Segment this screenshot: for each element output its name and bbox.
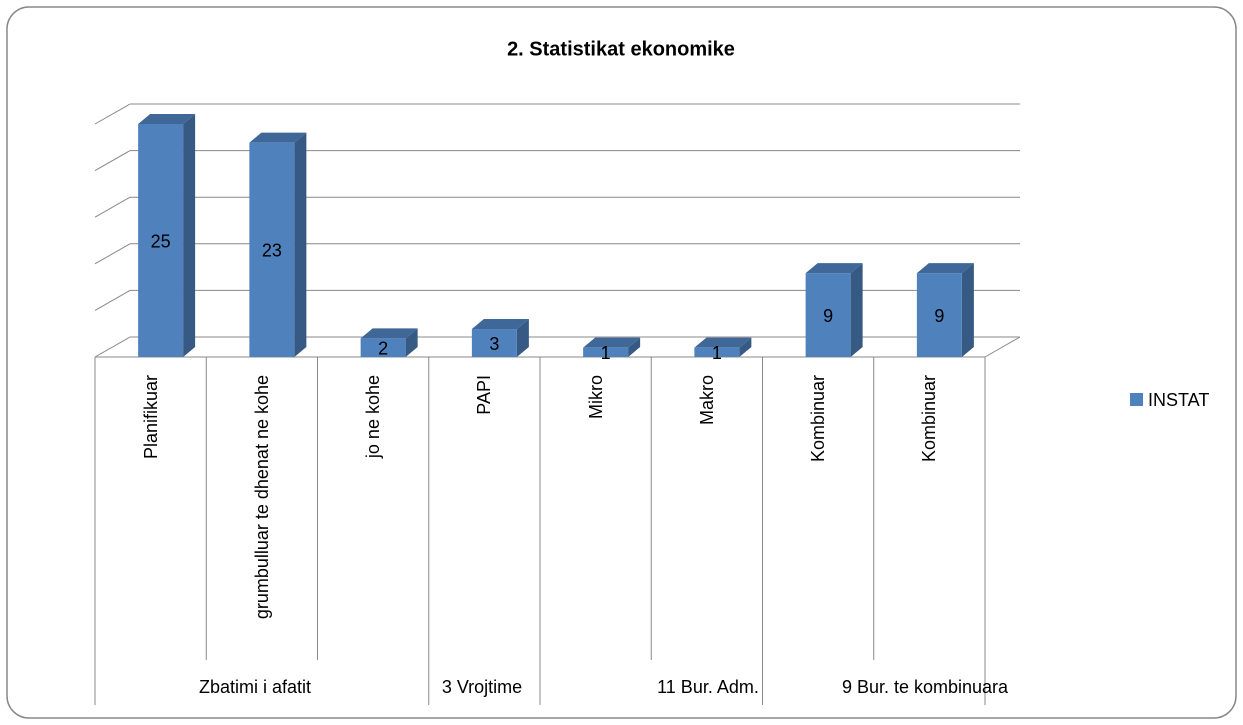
- bar: [583, 347, 629, 357]
- x-tick-text: Mikro: [585, 375, 606, 419]
- data-label: 9: [934, 306, 944, 326]
- x-tick-label: PAPI: [434, 375, 534, 660]
- group-label: Zbatimi i afatit: [199, 677, 311, 697]
- data-label: 9: [823, 306, 833, 326]
- bar-side: [405, 328, 418, 357]
- bar-top: [916, 263, 974, 274]
- x-tick-label: Makro: [657, 375, 757, 660]
- bar: [916, 273, 962, 357]
- legend-label: INSTAT: [1148, 390, 1209, 410]
- bar-top: [694, 337, 752, 348]
- legend-swatch: [1130, 393, 1143, 406]
- data-label: 23: [262, 241, 282, 261]
- side-grid-line: [94, 150, 131, 172]
- bar: [694, 347, 740, 357]
- bar-side: [516, 319, 529, 357]
- x-tick-text: Kombinuar: [807, 375, 828, 463]
- data-label: 1: [712, 343, 722, 363]
- bar-top: [360, 328, 418, 339]
- bar-side: [294, 132, 307, 357]
- data-label: 25: [151, 231, 171, 251]
- x-tick-label: jo ne kohe: [323, 375, 423, 660]
- bar: [471, 329, 517, 357]
- bar-top: [805, 263, 863, 274]
- group-label: 9 Bur. te kombinuara: [842, 677, 1009, 697]
- x-tick-label: Mikro: [546, 375, 646, 660]
- chart-border: [6, 6, 1237, 719]
- bar: [360, 338, 406, 357]
- bar-top: [583, 337, 641, 348]
- bar-side: [628, 337, 641, 357]
- side-grid-line: [94, 243, 131, 265]
- x-tick-text: grumbulluar te dhenat ne kohe: [251, 375, 272, 620]
- x-tick-text: Planifikuar: [140, 375, 161, 460]
- bar-side: [183, 114, 196, 357]
- x-tick-label: Kombinuar: [879, 375, 979, 660]
- bar-side: [961, 263, 974, 357]
- x-tick-label: Kombinuar: [768, 375, 868, 660]
- bar-top: [471, 319, 529, 330]
- bar-side: [739, 337, 752, 357]
- data-label: 1: [601, 343, 611, 363]
- x-tick-text: Makro: [696, 375, 717, 426]
- data-label: 2: [378, 338, 388, 358]
- bar-side: [850, 263, 863, 357]
- x-tick-text: jo ne kohe: [362, 375, 383, 459]
- side-grid-line: [94, 289, 131, 311]
- data-label: 3: [489, 334, 499, 354]
- bar: [805, 273, 851, 357]
- x-tick-text: Kombinuar: [918, 375, 939, 463]
- group-label: 3 Vrojtime: [442, 677, 522, 697]
- side-grid-line: [94, 103, 131, 125]
- bar-top: [249, 132, 307, 143]
- x-tick-text: PAPI: [473, 375, 494, 415]
- chart-title: 2. Statistikat ekonomike: [507, 38, 735, 60]
- group-label: 11 Bur. Adm.: [657, 677, 759, 697]
- side-grid-line: [94, 196, 131, 218]
- bar: [249, 142, 295, 357]
- bar: [138, 124, 184, 357]
- side-grid-line: [94, 336, 131, 358]
- x-tick-label: grumbulluar te dhenat ne kohe: [212, 375, 312, 660]
- bar-top: [138, 114, 196, 124]
- floor-right: [984, 336, 1021, 358]
- x-tick-label: Planifikuar: [101, 375, 201, 660]
